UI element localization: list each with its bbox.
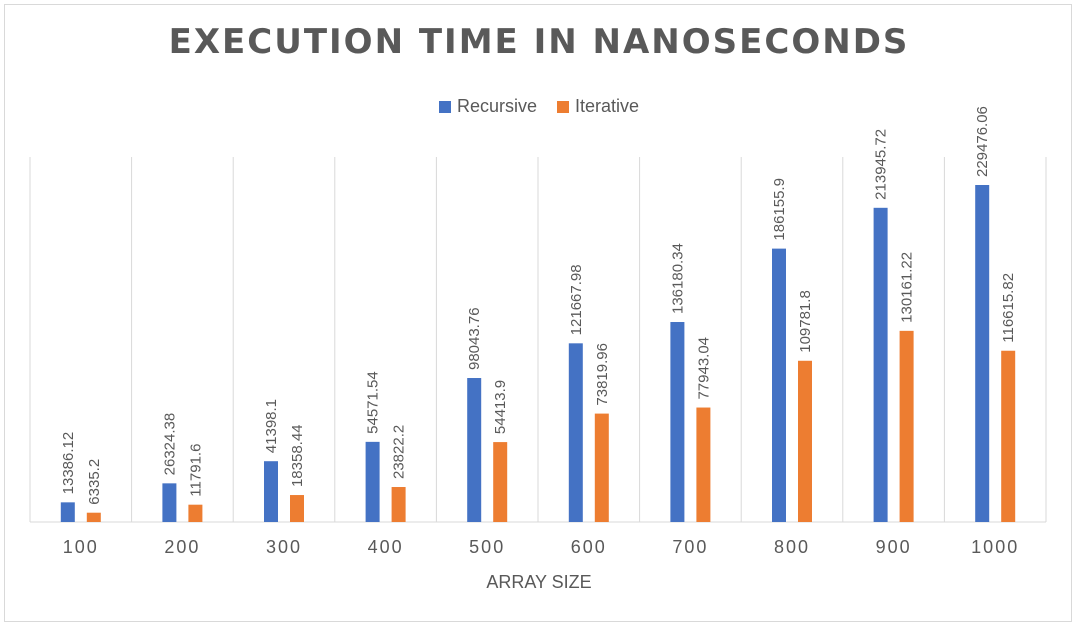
bar-iterative-800: [798, 360, 812, 522]
x-tick-label: 900: [876, 537, 912, 557]
bar-recursive-100: [60, 502, 75, 522]
data-label-iterative: 77943.04: [695, 337, 712, 400]
data-label-recursive: 213945.72: [873, 129, 890, 200]
data-label-recursive: 41398.1: [263, 399, 280, 453]
bar-recursive-200: [162, 483, 177, 522]
data-label-recursive: 98043.76: [466, 307, 483, 370]
legend-item-iterative: Iterative: [557, 96, 639, 117]
bar-recursive-800: [772, 248, 786, 522]
bar-recursive-700: [670, 322, 685, 522]
legend-label-recursive: Recursive: [456, 96, 537, 116]
data-label-recursive: 26324.38: [161, 413, 178, 476]
x-tick-label: 200: [164, 537, 200, 557]
bar-recursive-600: [568, 343, 583, 522]
bar-recursive-1000: [975, 185, 990, 522]
legend-label-iterative: Iterative: [575, 96, 640, 116]
data-label-iterative: 23822.2: [391, 425, 408, 479]
x-tick-label: 800: [774, 537, 810, 557]
bar-iterative-900: [899, 330, 914, 522]
data-label-iterative: 130161.22: [899, 252, 916, 323]
data-label-iterative: 18358.44: [289, 424, 306, 487]
data-label-recursive: 13386.12: [60, 432, 77, 495]
legend: Recursive Iterative: [0, 96, 1078, 117]
data-label-iterative: 54413.9: [492, 380, 509, 434]
chart-title: EXECUTION TIME IN NANOSECONDS: [168, 22, 910, 62]
bar-iterative-200: [188, 504, 203, 522]
x-axis-title: ARRAY SIZE: [486, 572, 592, 592]
bar-recursive-500: [467, 378, 482, 522]
x-tick-label: 600: [571, 537, 607, 557]
x-tick-label: 100: [63, 537, 99, 557]
data-label-iterative: 109781.8: [797, 290, 814, 353]
x-tick-label: 500: [469, 537, 505, 557]
x-tick-label: 1000: [971, 537, 1019, 557]
data-label-recursive: 121667.98: [568, 264, 585, 335]
data-label-recursive: 136180.34: [669, 243, 686, 314]
data-label-recursive: 54571.54: [365, 371, 382, 434]
bar-iterative-400: [391, 487, 406, 522]
data-label-iterative: 11791.6: [187, 444, 204, 497]
x-tick-label: 300: [266, 537, 302, 557]
bar-iterative-500: [493, 442, 508, 522]
bar-recursive-400: [365, 441, 380, 522]
bar-recursive-900: [873, 207, 888, 522]
data-label-recursive: 229476.06: [974, 106, 991, 177]
bar-iterative-700: [696, 407, 711, 522]
x-tick-label: 400: [368, 537, 404, 557]
legend-item-recursive: Recursive: [438, 96, 537, 117]
bar-recursive-300: [264, 461, 278, 522]
data-label-iterative: 6335.2: [86, 459, 103, 505]
bar-iterative-100: [86, 512, 101, 522]
legend-swatch-recursive: [438, 100, 451, 113]
bar-iterative-600: [594, 413, 609, 522]
legend-swatch-iterative: [557, 100, 569, 113]
data-label-iterative: 73819.96: [594, 343, 611, 406]
data-label-iterative: 116615.82: [1000, 273, 1017, 343]
data-label-recursive: 186155.9: [771, 178, 788, 241]
x-tick-label: 700: [672, 537, 708, 557]
bar-iterative-300: [290, 495, 304, 522]
bar-iterative-1000: [1001, 350, 1016, 522]
